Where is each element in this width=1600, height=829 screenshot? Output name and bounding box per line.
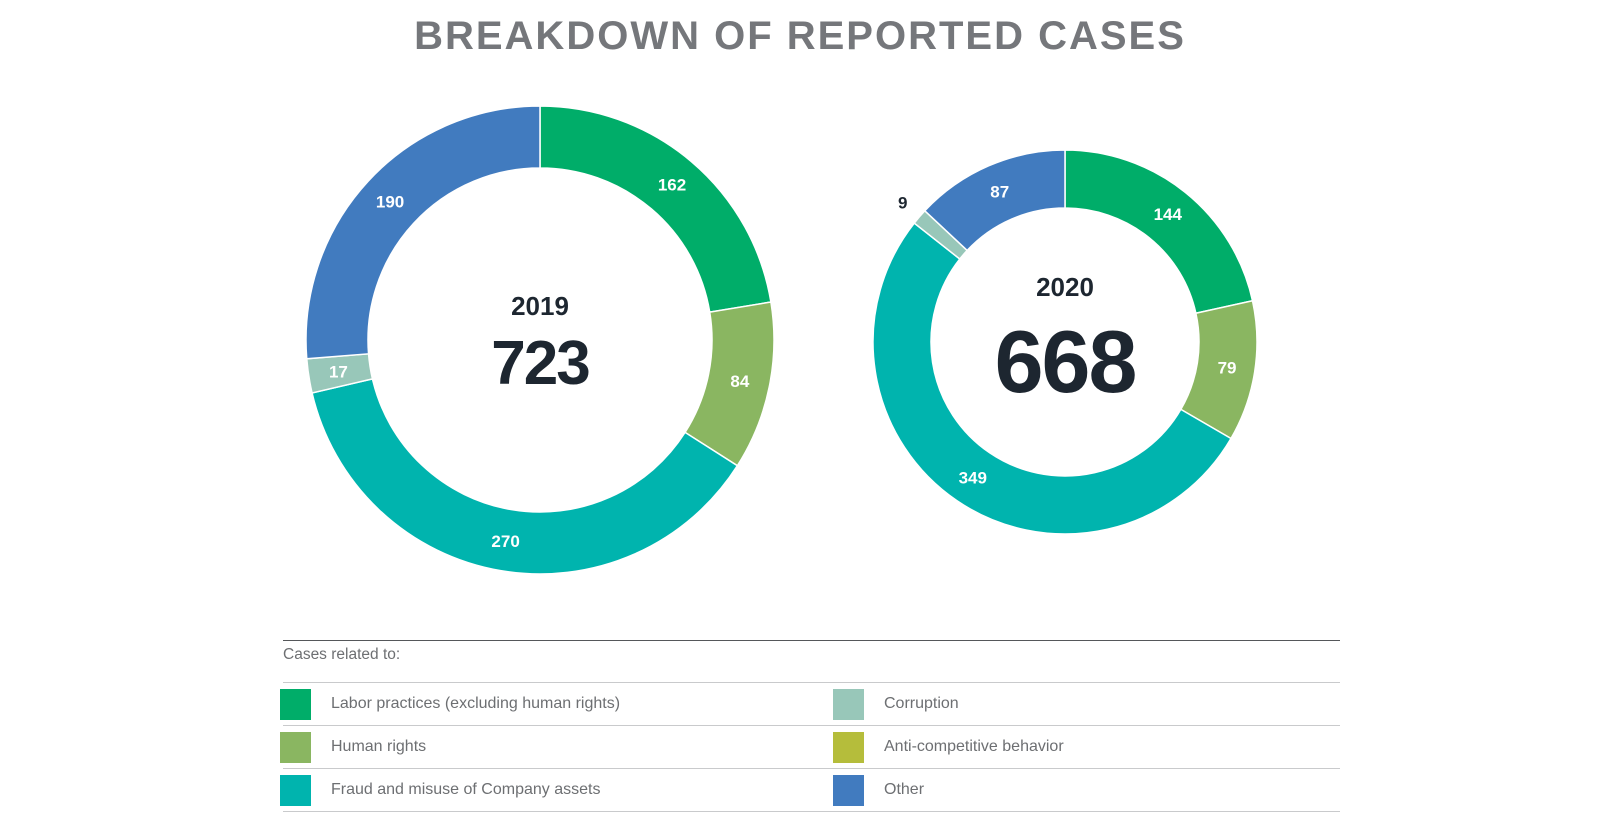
donut-total-label: 668 (995, 312, 1136, 411)
legend-swatch (833, 774, 864, 806)
slice-other (923, 149, 1066, 252)
donut-charts: 162 84 270 17 190 2019 723 144 79 349 9 87 2020 668 (305, 105, 1258, 575)
legend-divider (283, 725, 1340, 726)
legend-divider (283, 811, 1340, 812)
legend-label: Human rights (331, 738, 427, 755)
slice-value-label: 190 (376, 193, 404, 212)
slice-value-label: 17 (329, 362, 348, 381)
slice-fraud-and-misuse-of-company-assets (311, 377, 739, 575)
legend-swatch (833, 688, 864, 720)
slice-fraud-and-misuse-of-company-assets (872, 222, 1233, 535)
chart-title: BREAKDOWN OF REPORTED CASES (414, 14, 1186, 58)
legend-label: Fraud and misuse of Company assets (331, 781, 601, 798)
legend-label: Corruption (884, 695, 959, 712)
legend-swatch (280, 731, 311, 763)
legend-item-other: Other (833, 774, 925, 806)
legend-divider (283, 682, 1340, 683)
slice-labor-practices-excluding-human-rights (539, 105, 772, 313)
slice-value-label: 162 (658, 175, 686, 194)
legend-label: Labor practices (excluding human rights) (331, 695, 621, 712)
slice-value-label: 270 (491, 532, 519, 551)
legend-label: Anti-competitive behavior (884, 738, 1064, 755)
donut-year-label: 2020 (1036, 272, 1094, 302)
slice-value-label: 84 (730, 372, 749, 391)
legend-top-rule (283, 640, 1340, 641)
slice-value-label: 9 (898, 193, 907, 212)
legend-item-corruption: Corruption (833, 688, 959, 720)
legend-swatch (280, 688, 311, 720)
slice-value-label: 349 (959, 469, 987, 488)
legend-item-labor: Labor practices (excluding human rights) (280, 688, 621, 720)
legend-heading: Cases related to: (283, 646, 401, 663)
donut-chart-2019: 162 84 270 17 190 2019 723 (305, 105, 775, 575)
legend-swatch (280, 774, 311, 806)
donut-total-label: 723 (491, 329, 589, 398)
legend-label: Other (884, 781, 925, 798)
slice-value-label: 144 (1154, 205, 1183, 224)
donut-chart-2020: 144 79 349 9 87 2020 668 (872, 149, 1258, 535)
legend-item-fraud: Fraud and misuse of Company assets (280, 774, 601, 806)
slice-value-label: 79 (1218, 358, 1237, 377)
slice-value-label: 87 (990, 183, 1009, 202)
donut-year-label: 2019 (511, 291, 569, 321)
legend-divider (283, 768, 1340, 769)
legend-item-anti-competitive: Anti-competitive behavior (833, 731, 1064, 763)
legend-item-human-rights: Human rights (280, 731, 427, 763)
slice-other (305, 105, 541, 360)
legend-swatch (833, 731, 864, 763)
